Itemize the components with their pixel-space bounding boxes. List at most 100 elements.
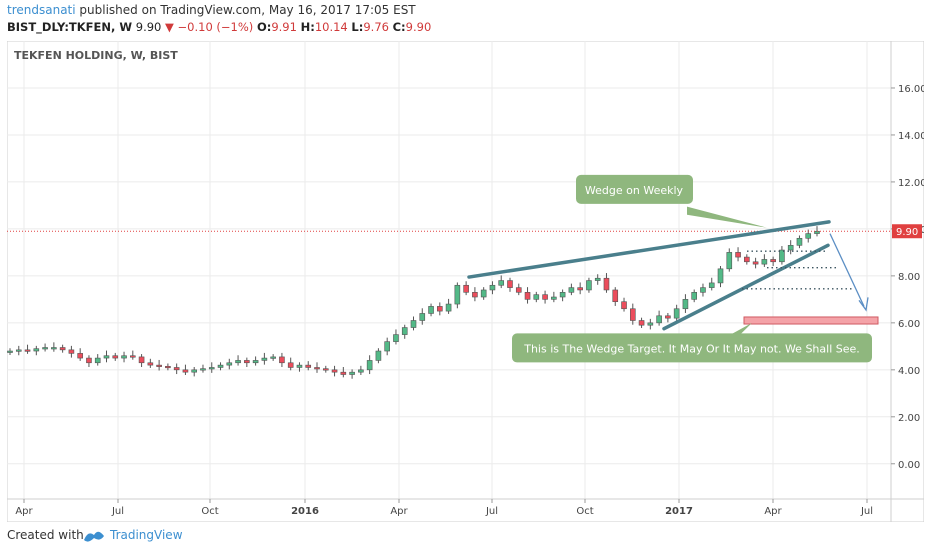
candle-up: [551, 296, 557, 300]
candle-down: [331, 369, 338, 373]
y-tick-label: 12.00: [898, 178, 924, 189]
candle-down: [59, 347, 66, 351]
chart-title: TEKFEN HOLDING, W, BIST: [14, 49, 178, 62]
low-label: L:: [351, 20, 364, 34]
x-tick-label: Apr: [764, 506, 782, 517]
candle-up: [217, 364, 224, 368]
candle-up: [708, 282, 715, 288]
candle-down: [665, 315, 671, 319]
candle-down: [24, 349, 31, 352]
last-price: 9.90: [135, 20, 162, 34]
close-label: C:: [392, 20, 406, 34]
candle-up: [358, 369, 364, 373]
callout-target-box[interactable]: [512, 333, 872, 363]
close-value: 9.90: [405, 20, 432, 34]
candle-down: [770, 259, 776, 263]
candle-down: [621, 301, 627, 310]
y-tick-label: 2.00: [898, 413, 920, 424]
candle-up: [401, 327, 408, 335]
candle-down: [463, 284, 469, 293]
wedge-upper-trendline[interactable]: [467, 220, 831, 279]
candle-up: [419, 313, 426, 321]
callout-wedge-text: Wedge on Weekly: [585, 184, 684, 197]
candle-up: [235, 360, 241, 364]
candle-up: [261, 357, 268, 361]
wedge-lower-trendline[interactable]: [662, 243, 830, 331]
high-value: 10.14: [314, 20, 348, 34]
publish-info: trendsanati published on TradingView.com…: [7, 3, 416, 17]
candle-up: [375, 350, 382, 361]
candle-down: [542, 294, 548, 300]
candle-up: [349, 371, 355, 375]
candle-down: [173, 367, 180, 371]
chart-header: trendsanati published on TradingView.com…: [0, 0, 932, 40]
candle-down: [156, 364, 162, 367]
candle-down: [507, 280, 513, 288]
candle-down: [515, 287, 522, 293]
candle-down: [182, 369, 189, 373]
candle-down: [138, 356, 145, 364]
publish-text: published on TradingView.com, May 16, 20…: [79, 3, 416, 17]
created-with-text: Created with: [7, 528, 84, 542]
x-tick-label: Jul: [485, 506, 498, 517]
candle-down: [524, 292, 531, 300]
candle-up: [796, 237, 803, 246]
candle-up: [647, 322, 654, 326]
x-tick-label: Apr: [15, 506, 33, 517]
candle-down: [77, 353, 83, 359]
candle-down: [314, 367, 320, 370]
candle-up: [568, 287, 575, 293]
y-tick-label: 8.00: [898, 272, 920, 283]
candle-down: [287, 362, 294, 368]
candle-down: [112, 355, 119, 359]
candle-down: [305, 364, 312, 368]
chart-area[interactable]: Apr Jul Oct 2016 Apr Jul Oct 2017 Apr Jul 0.00 2.0…: [6, 40, 927, 523]
candle-up: [428, 306, 434, 314]
down-arrow-icon: ▼: [165, 20, 174, 34]
candle-up: [805, 233, 812, 239]
candle-up: [761, 259, 768, 265]
callout-wedge-box[interactable]: [576, 174, 693, 204]
candle-up: [586, 280, 592, 291]
candle-down: [279, 356, 285, 364]
candle-down: [612, 289, 619, 303]
y-tick-label: 14.00: [898, 131, 924, 142]
author-link[interactable]: trendsanati: [7, 3, 76, 17]
candle-down: [130, 355, 136, 358]
candle-up: [393, 334, 399, 342]
candle-up: [270, 356, 276, 359]
x-tick-label: Jul: [860, 506, 873, 517]
price-change: −0.10 (−1%): [177, 20, 254, 34]
low-value: 9.76: [363, 20, 389, 34]
target-zone[interactable]: [743, 316, 879, 325]
y-tick-label: 6.00: [898, 319, 920, 330]
chart-border: [6, 40, 925, 523]
candle-up: [384, 341, 390, 352]
candle-up: [656, 315, 662, 324]
tradingview-brand[interactable]: TradingView: [110, 528, 183, 542]
candle-up: [489, 284, 496, 291]
candle-down: [472, 292, 478, 298]
candle-up: [559, 292, 566, 298]
candle-down: [147, 362, 154, 366]
candle-up: [717, 268, 724, 284]
target-arrow-line: [829, 233, 865, 307]
candle-up: [42, 347, 48, 350]
high-label: H:: [300, 20, 315, 34]
candle-down: [86, 357, 92, 364]
candle-up: [366, 360, 373, 371]
candle-up: [191, 369, 198, 373]
target-arrow-head-icon: [858, 297, 869, 312]
candle-up: [498, 280, 505, 286]
candle-up: [787, 245, 794, 251]
y-tick-label: 16.00: [898, 84, 924, 95]
candle-up: [673, 308, 680, 319]
candle-down: [629, 308, 636, 321]
chart-svg[interactable]: Apr Jul Oct 2016 Apr Jul Oct 2017 Apr Jul 0.00 2.0…: [6, 40, 927, 523]
candle-down: [244, 360, 250, 364]
candle-down: [577, 287, 583, 291]
last-price-label: 9.90: [896, 227, 918, 238]
candle-up: [726, 252, 733, 270]
candle-up: [103, 355, 110, 359]
candle-up: [691, 292, 697, 300]
